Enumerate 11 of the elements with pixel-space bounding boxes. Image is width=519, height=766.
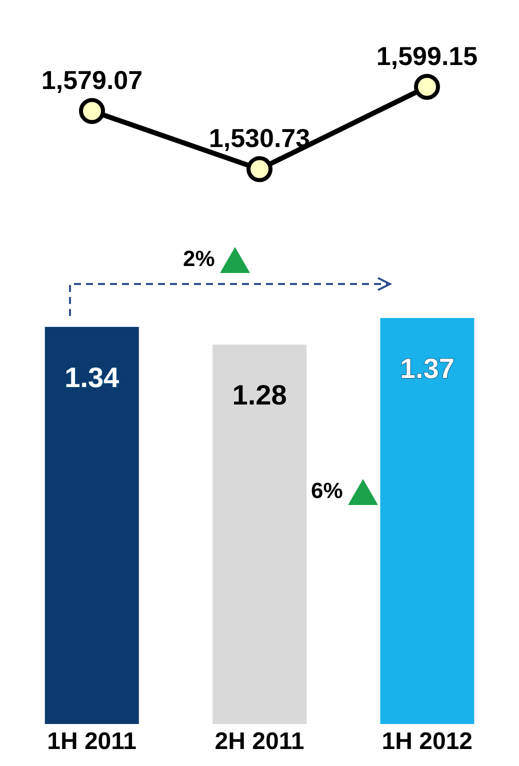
x-tick-label: 2H 2011 <box>214 728 304 756</box>
data-label: 1,579.07 <box>41 64 143 95</box>
data-label: 1,599.15 <box>376 40 478 71</box>
data-label: 1,530.73 <box>208 123 310 154</box>
data-label: 1.34 <box>64 362 120 393</box>
x-tick-label: 1H 2011 <box>47 728 137 756</box>
annotation: 6% <box>311 478 343 503</box>
text: 2% <box>183 246 215 271</box>
data-label: 1.37 <box>400 353 454 384</box>
x-tick-label: 1H 2012 <box>382 728 473 756</box>
data-label: 1.28 <box>232 380 287 411</box>
